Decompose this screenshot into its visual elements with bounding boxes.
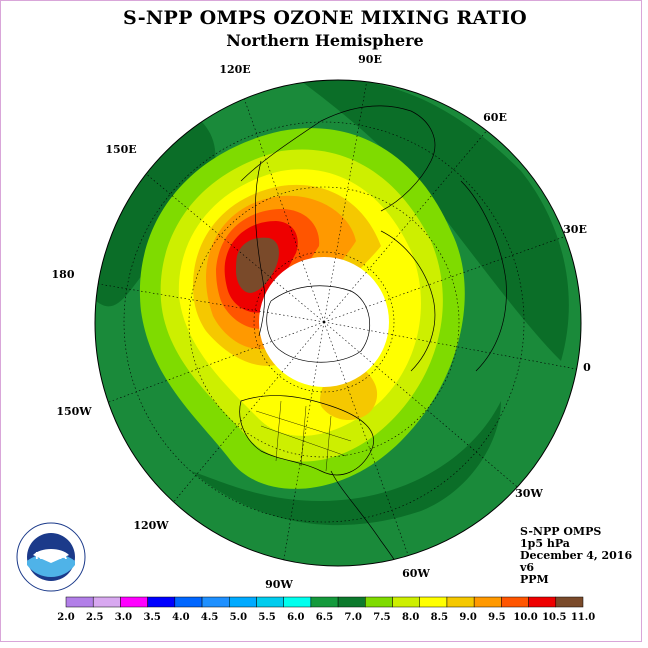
meridians [95, 80, 580, 566]
noaa-logo-text: NOAA [35, 551, 67, 562]
colorbar-tick-label: 9.5 [488, 612, 505, 623]
colorbar-tick-labels: 2.0 2.5 3.0 3.5 4.0 4.5 5.0 5.5 6.0 6.5 7.0 7.5 8.0 8… [57, 612, 595, 623]
colorbar-swatch [283, 596, 312, 608]
meridian-line [323, 123, 493, 323]
colorbar-tick-label: 4.0 [172, 612, 189, 623]
info-block: S-NPP OMPS 1p5 hPa December 4, 2016 v6 P… [520, 526, 632, 586]
longitude-label: 150E [105, 143, 136, 156]
info-level: 1p5 hPa [520, 537, 570, 550]
longitude-label: 90E [358, 53, 382, 66]
figure-subtitle: Northern Hemisphere [226, 31, 424, 50]
colorbar-swatch [446, 596, 475, 608]
coastline-arctic [266, 285, 370, 363]
colorbar-tick-label: 3.0 [115, 612, 132, 623]
info-units: PPM [520, 573, 549, 586]
coastline-europe [380, 230, 436, 372]
latitude-circle-30 [123, 121, 525, 523]
longitude-label: 120E [219, 63, 250, 76]
colorbar-tick-label: 7.0 [345, 612, 362, 623]
latitude-circle-50 [188, 186, 460, 458]
colorbar-tick-label: 4.5 [201, 612, 218, 623]
colorbar-swatch [473, 596, 502, 608]
longitude-label: 60E [483, 111, 507, 124]
colorbar-swatch [256, 596, 284, 608]
colorbar-swatch [528, 596, 557, 608]
polar-map: 90E 60E 30E 0 30W 60W 90W 120W 150W 180 150E 120E [52, 53, 592, 591]
colorbar-tick-label: 11.0 [571, 612, 595, 623]
colorbar-tick-label: 8.5 [431, 612, 448, 623]
dark-band-s [191, 401, 501, 526]
colorbar-swatch [147, 596, 176, 608]
colorbar-tick-label: 5.0 [230, 612, 247, 623]
coastline-kamchatka [255, 160, 265, 337]
colorbar-tick-label: 5.5 [258, 612, 275, 623]
meridian-line [123, 155, 325, 323]
colorbar-swatch [174, 596, 203, 608]
coastline-central-america [330, 470, 407, 566]
meridian-line [236, 80, 325, 323]
colorbar-swatches [65, 596, 584, 608]
longitude-label: 30E [563, 223, 587, 236]
meridian-line [323, 321, 522, 492]
colorbar-swatch [229, 596, 257, 608]
longitude-label: 120W [133, 519, 169, 532]
figure-title: S-NPP OMPS OZONE MIXING RATIO [122, 7, 528, 29]
graticule [123, 121, 525, 523]
colorbar-tick-label: 10.0 [513, 612, 537, 623]
colorbar-swatch [337, 596, 366, 608]
longitude-label: 30W [515, 487, 543, 500]
dark-band-w [96, 121, 216, 307]
longitude-label: 180 [52, 268, 75, 281]
latitude-circle-70 [253, 251, 395, 393]
longitude-label: 0 [583, 361, 591, 374]
longitude-label: 60W [402, 567, 430, 580]
colorbar-tick-label: 8.0 [402, 612, 419, 623]
colorbar-swatch [392, 596, 420, 608]
meridian-line [157, 321, 325, 522]
colorbar-tick-label: 2.5 [86, 612, 103, 623]
colorbar-tick-label: 6.5 [316, 612, 333, 623]
meridian-line [323, 321, 413, 566]
colorbar-swatch [365, 596, 393, 608]
meridian-line [95, 278, 325, 323]
colorbar-swatch [419, 596, 448, 608]
coastlines [239, 105, 507, 566]
colorbar-tick-label: 9.0 [459, 612, 476, 623]
noaa-logo: NOAA [16, 522, 86, 592]
colorbar-swatch [310, 596, 339, 608]
meridian-line [95, 321, 325, 413]
colorbar-tick-label: 6.0 [287, 612, 304, 623]
colorbar-swatch [501, 596, 529, 608]
longitude-labels: 90E 60E 30E 0 30W 60W 90W 120W 150W 180 150E 120E [52, 53, 592, 591]
colorbar-tick-label: 2.0 [57, 612, 74, 623]
longitude-label: 150W [56, 405, 92, 418]
colorbar: 2.0 2.5 3.0 3.5 4.0 4.5 5.0 5.5 6.0 6.5 7.0 7.5 8.0 8… [57, 596, 595, 623]
coastline-africa [460, 180, 507, 372]
meridian-line [323, 234, 570, 323]
meridian-line [323, 321, 580, 370]
meridian-line [280, 321, 325, 566]
colorbar-tick-label: 3.5 [143, 612, 160, 623]
coastline-north-america [239, 395, 374, 476]
colorbar-tick-label: 10.5 [542, 612, 566, 623]
contour-11-0 [236, 237, 279, 293]
coastline-asia [240, 105, 436, 212]
colorbar-swatch [65, 596, 94, 608]
longitude-label: 90W [265, 578, 293, 591]
dark-band-ne [301, 80, 569, 361]
info-date: December 4, 2016 [520, 549, 633, 562]
colorbar-swatch [92, 596, 121, 608]
ozone-field [95, 80, 581, 566]
colorbar-swatch [201, 596, 230, 608]
meridian-line [323, 80, 370, 323]
map-border [94, 79, 582, 567]
info-instrument: S-NPP OMPS [520, 525, 602, 538]
info-version: v6 [520, 561, 535, 574]
colorbar-tick-label: 7.5 [373, 612, 390, 623]
us-state-lines [255, 400, 352, 472]
colorbar-swatch [120, 596, 148, 608]
colorbar-swatch [555, 596, 584, 608]
